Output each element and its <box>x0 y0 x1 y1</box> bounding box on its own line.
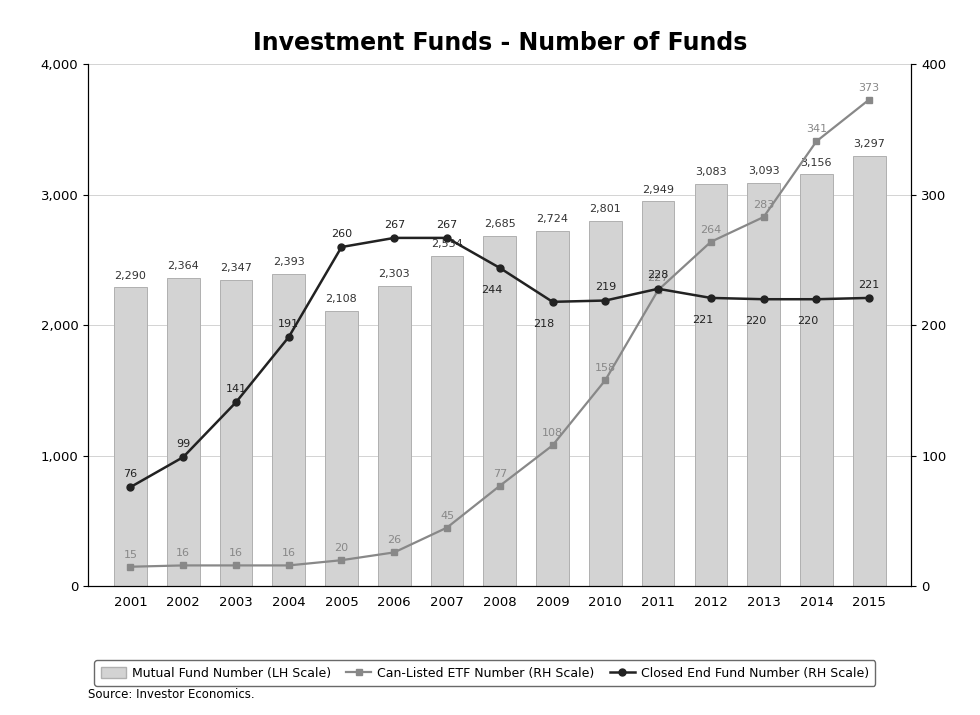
Text: 2,364: 2,364 <box>168 261 199 271</box>
Text: 260: 260 <box>331 229 352 239</box>
Text: 2,303: 2,303 <box>378 269 410 279</box>
Bar <box>430 256 464 586</box>
Text: 267: 267 <box>383 220 405 230</box>
Bar <box>695 184 727 586</box>
Title: Investment Funds - Number of Funds: Investment Funds - Number of Funds <box>253 31 747 56</box>
Text: 3,156: 3,156 <box>801 157 832 167</box>
Text: 267: 267 <box>436 220 458 230</box>
Text: 2,685: 2,685 <box>484 219 515 229</box>
Text: 220: 220 <box>798 316 818 326</box>
Bar <box>800 174 833 586</box>
Text: Source: Investor Economics.: Source: Investor Economics. <box>88 688 255 701</box>
Text: 15: 15 <box>123 550 137 560</box>
Text: 373: 373 <box>858 83 880 93</box>
Bar <box>325 311 358 586</box>
Bar <box>589 221 621 586</box>
Text: 341: 341 <box>806 124 827 134</box>
Text: 2,801: 2,801 <box>589 204 621 214</box>
Text: 191: 191 <box>278 319 299 329</box>
Text: 221: 221 <box>692 315 713 325</box>
Text: 2,534: 2,534 <box>431 239 463 249</box>
Text: 16: 16 <box>229 548 243 558</box>
Text: 99: 99 <box>176 439 190 449</box>
Text: 108: 108 <box>542 428 564 438</box>
Text: 26: 26 <box>387 536 402 546</box>
Text: 2,347: 2,347 <box>220 263 252 273</box>
Text: 16: 16 <box>281 548 296 558</box>
Bar <box>114 287 147 586</box>
Text: 283: 283 <box>753 200 774 210</box>
Bar <box>220 280 252 586</box>
Text: 3,093: 3,093 <box>748 166 779 176</box>
Text: 3,297: 3,297 <box>854 139 885 149</box>
Text: 221: 221 <box>858 280 880 290</box>
Text: 76: 76 <box>123 469 137 479</box>
Bar <box>853 156 886 586</box>
Text: 228: 228 <box>648 270 668 280</box>
Text: 2,393: 2,393 <box>272 257 305 267</box>
Text: 3,083: 3,083 <box>695 167 727 177</box>
Text: 220: 220 <box>745 316 766 326</box>
Bar <box>272 274 305 586</box>
Bar <box>642 202 674 586</box>
Text: 77: 77 <box>493 469 507 479</box>
Text: 20: 20 <box>334 543 349 553</box>
Text: 2,290: 2,290 <box>115 270 146 280</box>
Bar <box>378 286 411 586</box>
Text: 219: 219 <box>595 282 616 292</box>
Bar <box>167 278 200 586</box>
Legend: Mutual Fund Number (LH Scale), Can-Listed ETF Number (RH Scale), Closed End Fund: Mutual Fund Number (LH Scale), Can-Liste… <box>94 661 875 686</box>
Text: 45: 45 <box>440 511 454 521</box>
Text: 158: 158 <box>595 363 615 373</box>
Text: 141: 141 <box>225 384 247 394</box>
Text: 264: 264 <box>701 225 721 235</box>
Text: 227: 227 <box>648 273 668 283</box>
Text: 2,949: 2,949 <box>642 184 674 194</box>
Bar <box>483 236 516 586</box>
Text: 2,724: 2,724 <box>537 214 568 224</box>
Bar <box>748 183 780 586</box>
Text: 244: 244 <box>481 285 502 295</box>
Text: 16: 16 <box>176 548 190 558</box>
Text: 2,108: 2,108 <box>325 295 358 305</box>
Text: 218: 218 <box>534 318 555 328</box>
Bar <box>536 231 569 586</box>
